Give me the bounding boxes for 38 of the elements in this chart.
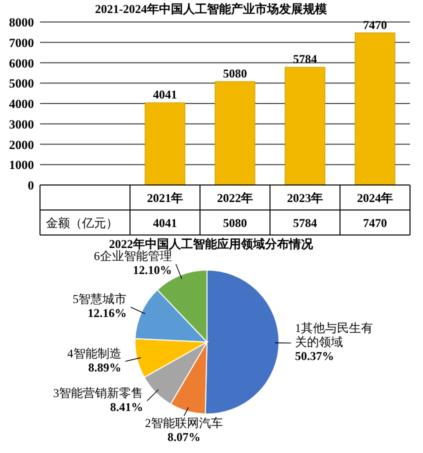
y-tick-label: 6000: [9, 56, 34, 70]
chart-title: 2021-2024年中国人工智能产业市场发展规模: [95, 2, 327, 16]
y-tick-label: 2000: [9, 138, 34, 152]
slice-label: 1其他与民生有关的领域: [294, 320, 373, 349]
y-tick-label: 1000: [9, 158, 34, 172]
slice-label: 2智能联网汽车: [145, 416, 224, 430]
data-label: 8.41%: [110, 400, 144, 414]
data-label: 12.10%: [132, 262, 172, 277]
data-label: 12.16%: [88, 306, 127, 320]
data-label: 8.07%: [168, 430, 201, 444]
bar: [354, 32, 396, 186]
data-label: 5784: [293, 216, 317, 230]
slice-label: 5智慧城市: [72, 292, 127, 306]
slice-label: 4智能制造: [67, 346, 122, 360]
bar: [284, 66, 326, 186]
text: 4041: [153, 88, 177, 102]
y-tick-label: 4000: [9, 97, 34, 111]
text: 金额（亿元）: [46, 216, 118, 230]
data-label: 4041: [153, 216, 177, 230]
y-tick-label: 3000: [9, 117, 34, 132]
data-label: 50.37%: [294, 348, 334, 363]
data-label: 8.89%: [88, 360, 122, 374]
slice-label: 3智能营销新零售: [53, 386, 144, 400]
y-tick-label: 8000: [9, 16, 34, 30]
x-tick-label: 2023年: [287, 191, 323, 205]
y-tick-label: 0: [28, 178, 34, 192]
y-tick-label: 7000: [9, 36, 34, 50]
bar: [144, 102, 186, 186]
y-tick-label: 5000: [9, 76, 34, 91]
x-tick-label: 2024年: [357, 191, 393, 205]
x-tick-label: 2021年: [147, 191, 183, 205]
text: 5080: [223, 66, 247, 80]
chart-title: 2022年中国人工智能应用领域分布情况: [109, 237, 314, 251]
bar: [214, 81, 256, 186]
text: 5784: [293, 52, 317, 66]
data-label: 5080: [223, 216, 247, 230]
x-tick-label: 2022年: [217, 191, 253, 205]
data-label: 7470: [363, 216, 387, 230]
